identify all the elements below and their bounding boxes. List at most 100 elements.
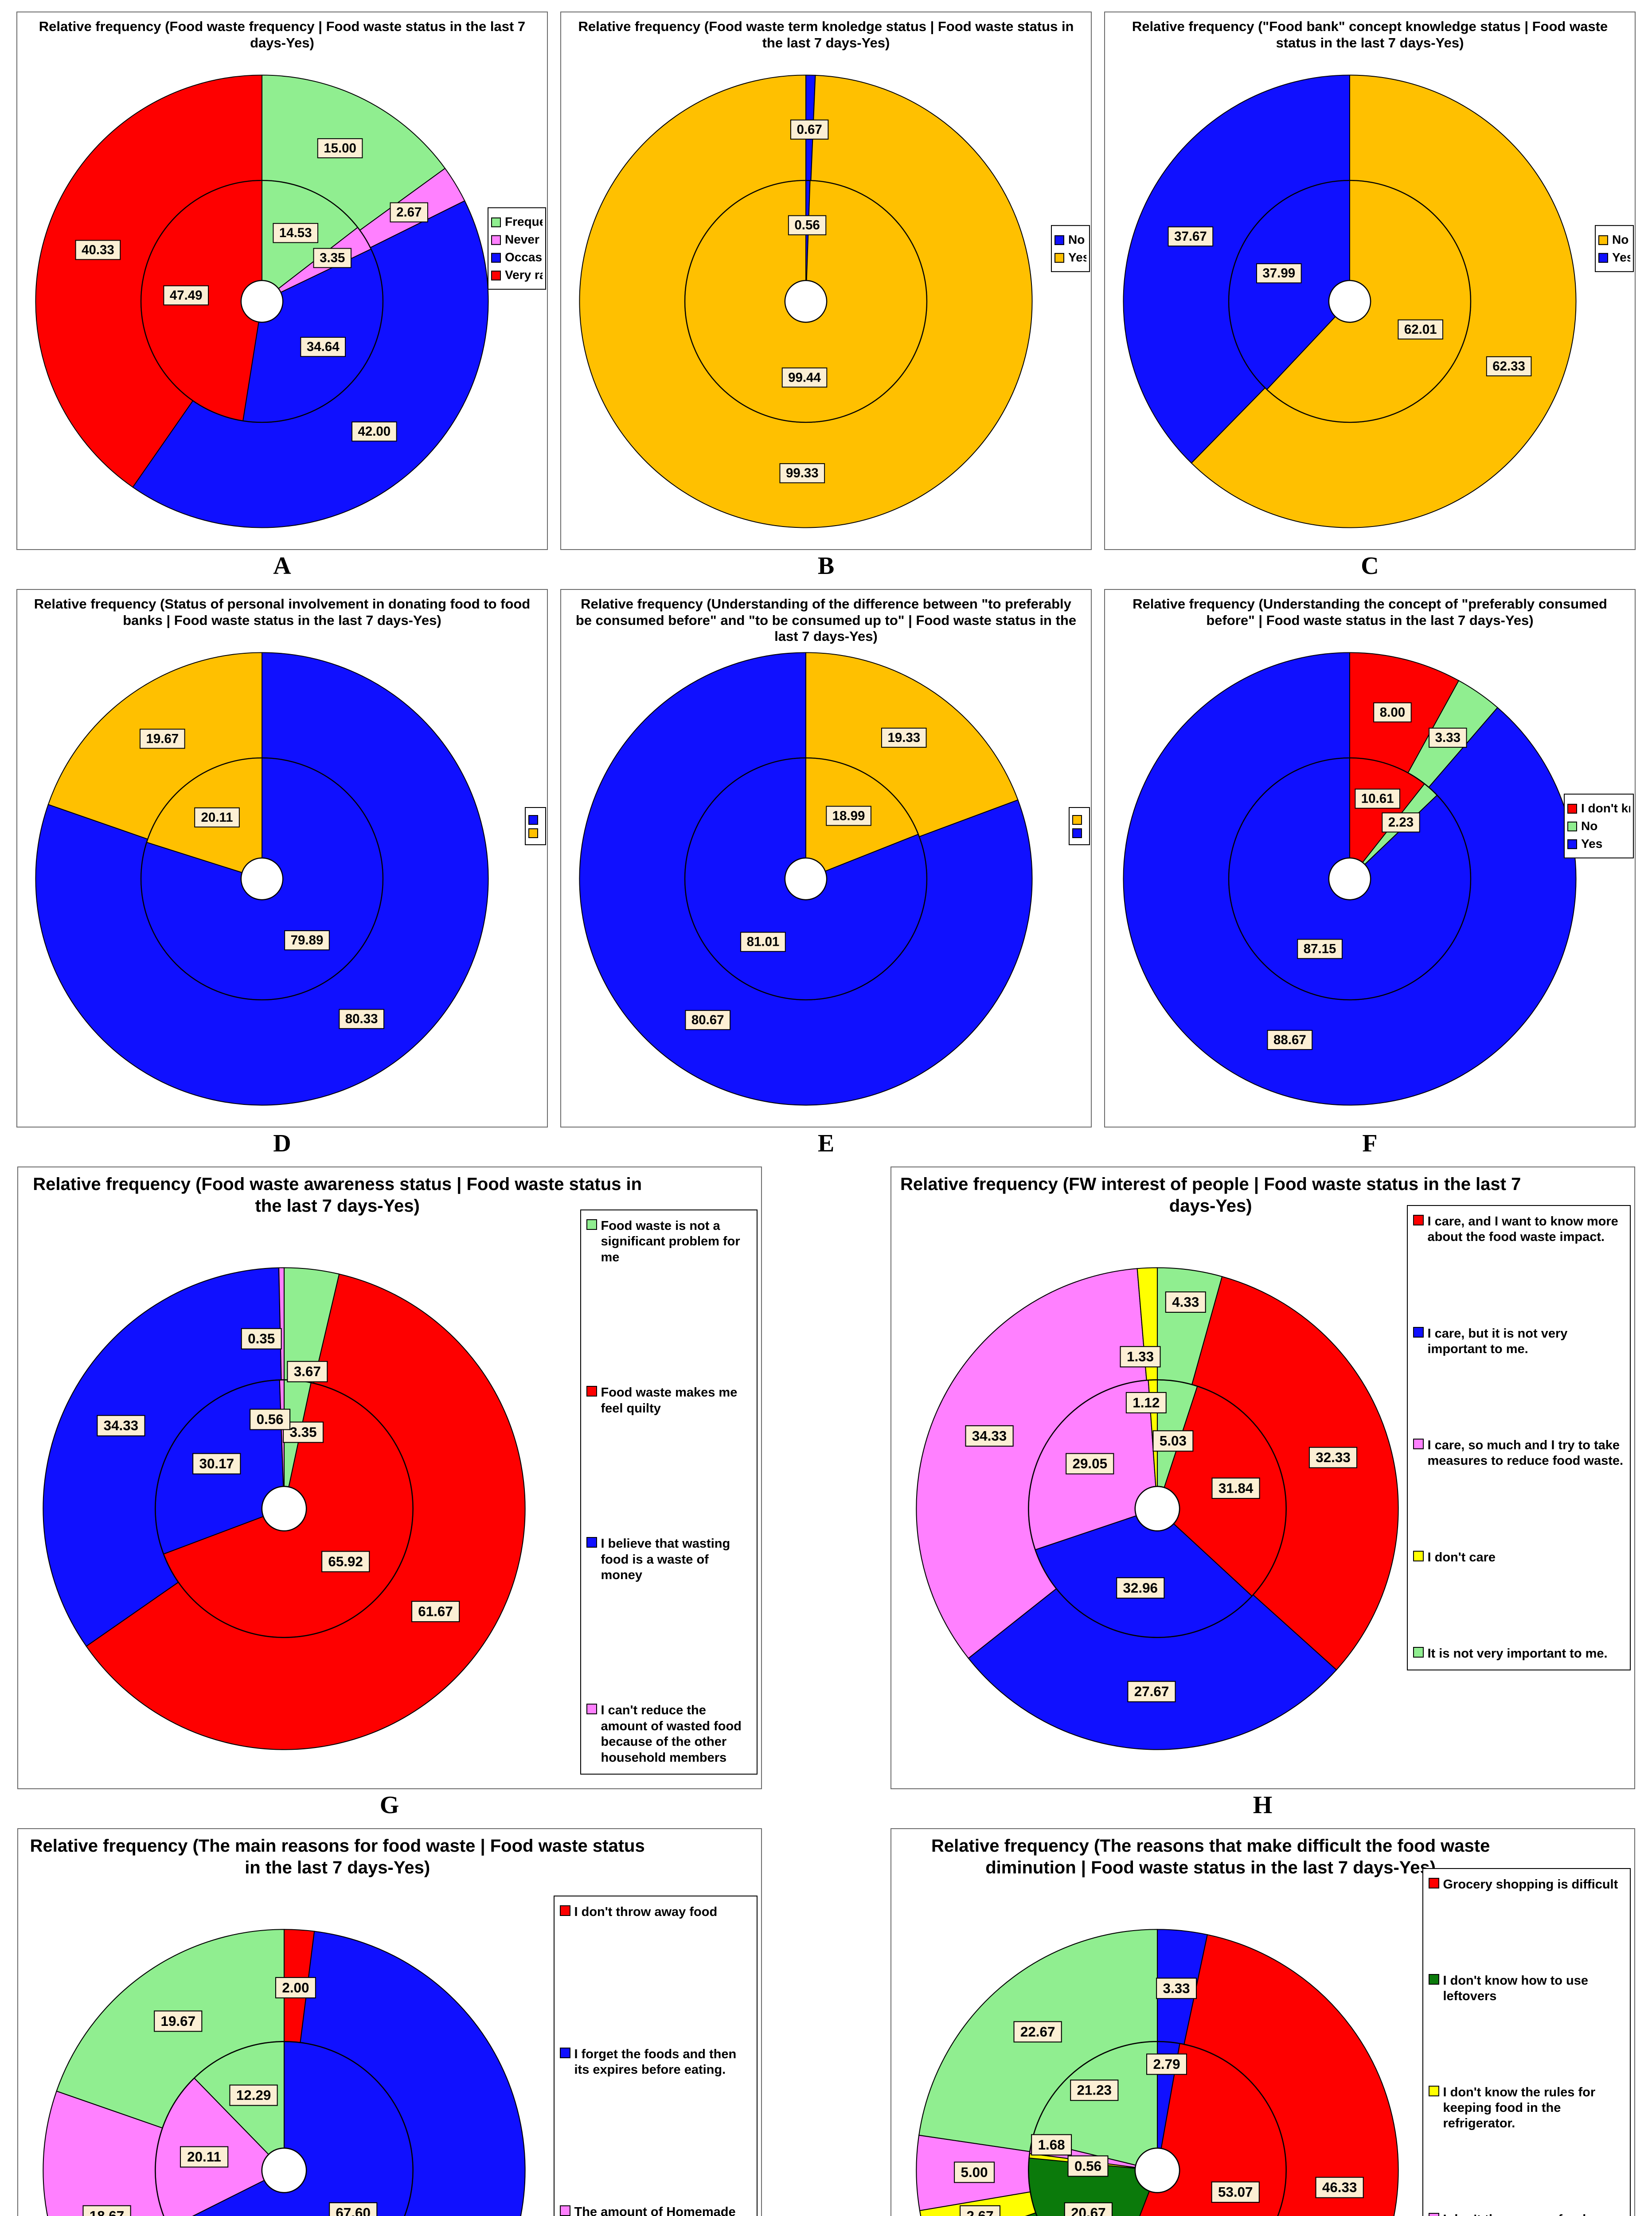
- legend-label: No: [1581, 819, 1598, 833]
- data-label-value: 88.67: [1273, 1033, 1306, 1047]
- data-label-box: [1031, 2134, 1072, 2156]
- legend-item: Yes: [1054, 250, 1086, 265]
- data-label-box: [1120, 1346, 1161, 1368]
- data-label: 21.23: [1070, 2079, 1118, 2101]
- data-label: 5.00: [953, 2161, 995, 2183]
- data-label: 22.67: [1013, 2021, 1062, 2043]
- chart-title: Relative frequency (The reasons that mak…: [931, 1836, 1490, 1877]
- data-label: 0.35: [241, 1328, 282, 1350]
- legend-color-swatch: [1428, 2213, 1439, 2216]
- chart-panel-J: Relative frequency (The reasons that mak…: [890, 1828, 1635, 2216]
- chart-title: Relative frequency (Understanding of the…: [575, 596, 1077, 644]
- donut-hole: [240, 857, 284, 901]
- data-label: 19.67: [140, 729, 185, 749]
- data-label-box: [1398, 319, 1443, 339]
- data-label-box: [163, 285, 209, 306]
- legend-color-swatch: [1567, 839, 1577, 849]
- data-label-box: [953, 2161, 995, 2183]
- pie-chart: 80.33 19.67 79.89 20.11: [35, 652, 489, 1106]
- data-label-value: 5.00: [961, 2165, 988, 2180]
- data-label-value: 2.23: [1388, 815, 1414, 830]
- data-label-value: 18.99: [832, 808, 865, 823]
- data-label-value: 0.67: [797, 122, 822, 137]
- chart-legend: I care, and I want to know more about th…: [1406, 1205, 1631, 1670]
- chart-title: Relative frequency (Food waste frequency…: [39, 19, 526, 51]
- legend-color-swatch: [491, 253, 501, 263]
- legend-color-swatch: [559, 2205, 570, 2216]
- legend-label: Grocery shopping is difficult: [1443, 1877, 1618, 1892]
- data-label: 2.67: [959, 2205, 1000, 2216]
- data-label: 31.84: [1211, 1477, 1260, 1499]
- data-label-box: [788, 215, 827, 235]
- legend-item: I believe that wasting food is a waste o…: [586, 1536, 751, 1583]
- data-label: 1.33: [1120, 1346, 1161, 1368]
- chart-legend: [525, 807, 546, 845]
- panel-letter: C: [1361, 552, 1379, 580]
- legend-label: I care, but it is not very important to …: [1427, 1326, 1568, 1356]
- donut-hole: [1134, 2147, 1180, 2193]
- chart-legend: [1069, 807, 1090, 845]
- data-label-value: 19.67: [160, 2013, 195, 2029]
- data-label: 32.33: [1308, 1447, 1357, 1468]
- pie-chart: 19.33 80.67 18.99 81.01: [579, 652, 1033, 1106]
- data-label: 53.07: [1211, 2181, 1260, 2203]
- data-label-value: 3.35: [320, 251, 345, 265]
- data-label-box: [1013, 2021, 1062, 2043]
- legend-label: No: [1612, 232, 1629, 246]
- data-label-box: [790, 119, 829, 140]
- panel-column: Relative frequency (Food waste awareness…: [17, 1167, 762, 1821]
- legend-item: Food waste makes me feel quilty: [586, 1385, 751, 1416]
- data-label-value: 1.68: [1038, 2137, 1065, 2153]
- data-label: 32.96: [1116, 1577, 1164, 1599]
- legend-item: The amount of Homemade foods is too high…: [559, 2204, 751, 2216]
- panel-letter: E: [817, 1130, 835, 1157]
- legend-item: Occasionally: [491, 250, 543, 265]
- data-label-value: 20.11: [187, 2149, 221, 2165]
- legend-item: I care, so much and I try to take measur…: [1413, 1438, 1625, 1469]
- pie-chart: 15.00 2.67 42.00 40.33 14.53 3.35 34.64 47.49: [35, 74, 489, 528]
- panel-column: Relative frequency (FW interest of peopl…: [890, 1167, 1635, 1821]
- data-label-value: 0.56: [794, 218, 820, 233]
- chart-legend: I don't know No Yes: [1564, 793, 1634, 859]
- legend-item: Yes: [1567, 836, 1630, 851]
- data-label: 2.79: [1146, 2053, 1187, 2075]
- legend-label: Food waste is not a significant problem …: [601, 1219, 740, 1264]
- data-label-box: [194, 807, 240, 827]
- panel-column: Relative frequency (Understanding the co…: [1104, 589, 1636, 1159]
- data-label-value: 32.33: [1316, 1450, 1350, 1465]
- data-label: 18.67: [82, 2205, 131, 2216]
- data-label-box: [1267, 1030, 1313, 1050]
- data-label-box: [313, 248, 351, 268]
- legend-label: Yes: [1068, 250, 1086, 264]
- ring-divider: [154, 2041, 414, 2216]
- data-label-box: [1315, 2177, 1364, 2198]
- data-label: 3.67: [286, 1361, 328, 1382]
- data-label: 61.67: [411, 1601, 460, 1623]
- pie-chart: 3.3346.3320.002.675.0022.672.7953.0720.6…: [915, 1929, 1399, 2216]
- data-label: 1.12: [1125, 1392, 1167, 1413]
- data-label-value: 34.33: [103, 1418, 138, 1433]
- panel-letter: H: [1253, 1791, 1273, 1819]
- legend-item: I care, and I want to know more about th…: [1413, 1214, 1625, 1245]
- data-label: 2.23: [1382, 812, 1420, 833]
- data-label-value: 29.05: [1072, 1456, 1107, 1471]
- legend-item: [1072, 814, 1086, 825]
- data-label-box: [192, 1453, 241, 1475]
- data-label: 1.68: [1031, 2134, 1072, 2156]
- legend-item: [528, 827, 543, 838]
- data-label-value: 3.67: [293, 1364, 320, 1379]
- data-label-box: [241, 1328, 282, 1350]
- data-label-box: [328, 2202, 377, 2216]
- panel-letter: G: [379, 1791, 399, 1819]
- data-label-value: 37.67: [1174, 229, 1207, 244]
- legend-item: [1072, 827, 1086, 838]
- data-label-box: [140, 729, 185, 749]
- data-label: 0.56: [788, 215, 827, 235]
- data-label-value: 46.33: [1322, 2180, 1356, 2195]
- data-label-box: [180, 2146, 228, 2168]
- chart-panel-E: Relative frequency (Understanding of the…: [560, 589, 1092, 1128]
- data-label-box: [1146, 2053, 1187, 2075]
- data-label-value: 34.64: [307, 339, 340, 354]
- data-label-value: 20.67: [1071, 2205, 1105, 2216]
